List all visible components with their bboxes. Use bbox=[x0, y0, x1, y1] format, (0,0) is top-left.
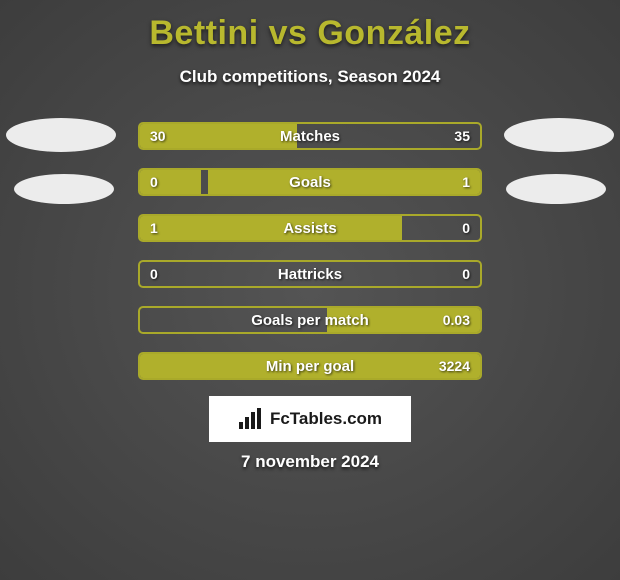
avatar-left-1 bbox=[6, 118, 116, 152]
stat-row: 3224Min per goal bbox=[138, 352, 482, 380]
brand-text: FcTables.com bbox=[270, 409, 382, 429]
stat-row: 0.03Goals per match bbox=[138, 306, 482, 334]
stat-row: 0 0Hattricks bbox=[138, 260, 482, 288]
avatar-right-2 bbox=[506, 174, 606, 204]
stat-value-right: 0 bbox=[462, 262, 470, 286]
stat-value-right: 0.03 bbox=[443, 308, 470, 332]
stat-row: 10Assists bbox=[138, 214, 482, 242]
avatar-left-2 bbox=[14, 174, 114, 204]
stat-value-right: 35 bbox=[454, 124, 470, 148]
avatar-right-1 bbox=[504, 118, 614, 152]
stat-value-left: 30 bbox=[150, 124, 166, 148]
brand-badge: FcTables.com bbox=[209, 396, 411, 442]
stat-value-right: 0 bbox=[462, 216, 470, 240]
stat-value-left: 0 bbox=[150, 170, 158, 194]
stat-row: 01Goals bbox=[138, 168, 482, 196]
bar-fill-left bbox=[140, 216, 402, 240]
comparison-chart: 3035Matches01Goals10Assists00Hattricks0.… bbox=[138, 122, 482, 398]
subtitle: Club competitions, Season 2024 bbox=[0, 67, 620, 87]
bar-fill-left bbox=[140, 354, 480, 378]
footer-date: 7 november 2024 bbox=[0, 452, 620, 472]
stat-label: Hattricks bbox=[140, 262, 480, 286]
page-title: Bettini vs González bbox=[0, 0, 620, 53]
stat-value-right: 1 bbox=[462, 170, 470, 194]
stat-row: 3035Matches bbox=[138, 122, 482, 150]
stat-value-left: 1 bbox=[150, 216, 158, 240]
bar-fill-right bbox=[208, 170, 480, 194]
brand-bars-icon bbox=[238, 408, 264, 430]
stat-value-right: 3224 bbox=[439, 354, 470, 378]
stat-value-left: 0 bbox=[150, 262, 158, 286]
